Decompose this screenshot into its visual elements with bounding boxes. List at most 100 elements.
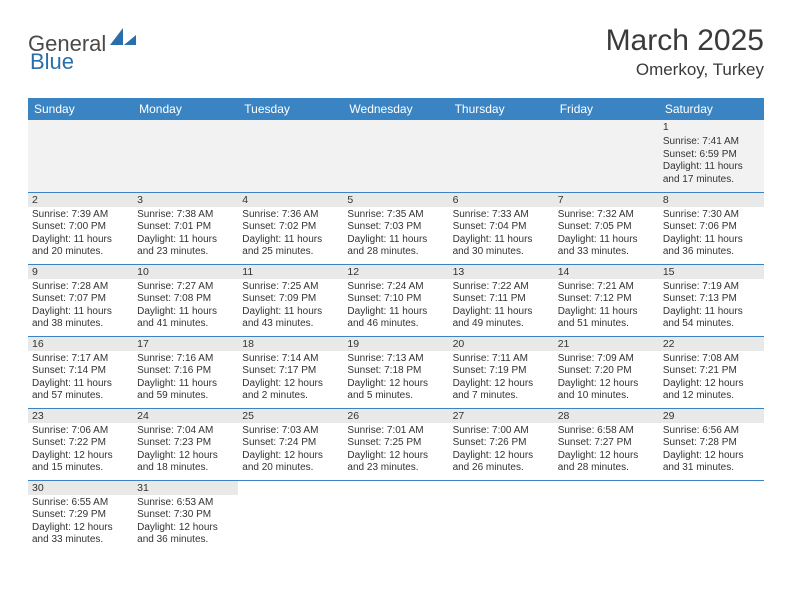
daylight-text: Daylight: 11 hours and 36 minutes.: [663, 234, 760, 259]
sunrise-text: Sunrise: 7:38 AM: [137, 209, 234, 222]
sunset-text: Sunset: 7:06 PM: [663, 221, 760, 234]
day-number: 3: [133, 193, 238, 207]
day-details: Sunrise: 7:03 AMSunset: 7:24 PMDaylight:…: [238, 423, 343, 479]
daylight-text: Daylight: 12 hours and 36 minutes.: [137, 522, 234, 547]
calendar-day-cell: 15Sunrise: 7:19 AMSunset: 7:13 PMDayligh…: [659, 264, 764, 336]
calendar-day-cell: 3Sunrise: 7:38 AMSunset: 7:01 PMDaylight…: [133, 192, 238, 264]
daylight-text: Daylight: 11 hours and 54 minutes.: [663, 306, 760, 331]
sunrise-text: Sunrise: 7:09 AM: [558, 353, 655, 366]
day-number: 13: [449, 265, 554, 279]
sunrise-text: Sunrise: 7:35 AM: [347, 209, 444, 222]
sunrise-text: Sunrise: 7:39 AM: [32, 209, 129, 222]
day-details: Sunrise: 7:25 AMSunset: 7:09 PMDaylight:…: [238, 279, 343, 335]
calendar-head: SundayMondayTuesdayWednesdayThursdayFrid…: [28, 98, 764, 120]
calendar-day-cell: 13Sunrise: 7:22 AMSunset: 7:11 PMDayligh…: [449, 264, 554, 336]
sunrise-text: Sunrise: 7:06 AM: [32, 425, 129, 438]
calendar-day-cell: [343, 120, 448, 192]
weekday-header: Wednesday: [343, 98, 448, 120]
day-number: 16: [28, 337, 133, 351]
sunrise-text: Sunrise: 7:41 AM: [663, 136, 760, 149]
calendar-day-cell: [238, 120, 343, 192]
title-block: March 2025 Omerkoy, Turkey: [606, 24, 764, 80]
day-details: Sunrise: 7:22 AMSunset: 7:11 PMDaylight:…: [449, 279, 554, 335]
sunrise-text: Sunrise: 7:08 AM: [663, 353, 760, 366]
day-number: 29: [659, 409, 764, 423]
sunset-text: Sunset: 7:20 PM: [558, 365, 655, 378]
sunset-text: Sunset: 7:21 PM: [663, 365, 760, 378]
calendar-day-cell: 31Sunrise: 6:53 AMSunset: 7:30 PMDayligh…: [133, 480, 238, 552]
daylight-text: Daylight: 11 hours and 41 minutes.: [137, 306, 234, 331]
sunset-text: Sunset: 7:29 PM: [32, 509, 129, 522]
sunrise-text: Sunrise: 7:25 AM: [242, 281, 339, 294]
day-number: 24: [133, 409, 238, 423]
daylight-text: Daylight: 12 hours and 23 minutes.: [347, 450, 444, 475]
day-details: Sunrise: 7:33 AMSunset: 7:04 PMDaylight:…: [449, 207, 554, 263]
day-details: Sunrise: 6:56 AMSunset: 7:28 PMDaylight:…: [659, 423, 764, 479]
calendar-day-cell: 9Sunrise: 7:28 AMSunset: 7:07 PMDaylight…: [28, 264, 133, 336]
sunrise-text: Sunrise: 7:17 AM: [32, 353, 129, 366]
day-number: 1: [659, 120, 764, 134]
day-number: 4: [238, 193, 343, 207]
sunset-text: Sunset: 7:25 PM: [347, 437, 444, 450]
sunset-text: Sunset: 7:09 PM: [242, 293, 339, 306]
calendar-week-row: 16 Sunrise: 7:17 AMSunset: 7:14 PM Dayligh…: [28, 336, 764, 408]
sunset-text: Sunset: 7:12 PM: [558, 293, 655, 306]
day-number: 31: [133, 481, 238, 495]
day-details: Sunrise: 7:35 AMSunset: 7:03 PMDaylight:…: [343, 207, 448, 263]
sunset-text: Sunset: 7:14 PM: [32, 365, 129, 378]
day-details: Sunrise: 7:01 AMSunset: 7:25 PMDaylight:…: [343, 423, 448, 479]
sunrise-text: Sunrise: 7:11 AM: [453, 353, 550, 366]
calendar-day-cell: 26Sunrise: 7:01 AMSunset: 7:25 PMDayligh…: [343, 408, 448, 480]
calendar-day-cell: 20Sunrise: 7:11 AMSunset: 7:19 PMDayligh…: [449, 336, 554, 408]
sunset-text: Sunset: 7:24 PM: [242, 437, 339, 450]
calendar-day-cell: 2Sunrise: 7:39 AMSunset: 7:00 PMDaylight…: [28, 192, 133, 264]
day-number: 6: [449, 193, 554, 207]
day-details: Sunrise: 6:55 AMSunset: 7:29 PMDaylight:…: [28, 495, 133, 551]
day-number: 21: [554, 337, 659, 351]
day-number: 30: [28, 481, 133, 495]
brand-sail-icon: [110, 28, 136, 51]
calendar-day-cell: 30Sunrise: 6:55 AMSunset: 7:29 PMDayligh…: [28, 480, 133, 552]
sunrise-text: Sunrise: 6:56 AM: [663, 425, 760, 438]
day-number: 2: [28, 193, 133, 207]
sunrise-text: Sunrise: 7:36 AM: [242, 209, 339, 222]
day-details: Sunrise: 7:09 AMSunset: 7:20 PMDaylight:…: [554, 351, 659, 407]
daylight-text: Daylight: 11 hours and 43 minutes.: [242, 306, 339, 331]
day-number: 7: [554, 193, 659, 207]
calendar-day-cell: [238, 480, 343, 552]
day-details: Sunrise: 7:28 AMSunset: 7:07 PMDaylight:…: [28, 279, 133, 335]
daylight-text: Daylight: 11 hours and 25 minutes.: [242, 234, 339, 259]
calendar-week-row: 1Sunrise: 7:41 AMSunset: 6:59 PMDaylight…: [28, 120, 764, 192]
sunset-text: Sunset: 7:19 PM: [453, 365, 550, 378]
calendar-day-cell: 7Sunrise: 7:32 AMSunset: 7:05 PMDaylight…: [554, 192, 659, 264]
sunset-text: Sunset: 7:26 PM: [453, 437, 550, 450]
calendar-table: SundayMondayTuesdayWednesdayThursdayFrid…: [28, 98, 764, 552]
day-number: 11: [238, 265, 343, 279]
calendar-day-cell: 10Sunrise: 7:27 AMSunset: 7:08 PMDayligh…: [133, 264, 238, 336]
sunset-text: Sunset: 7:27 PM: [558, 437, 655, 450]
day-number: 10: [133, 265, 238, 279]
day-number: 18: [238, 337, 343, 351]
daylight-text: Daylight: 12 hours and 18 minutes.: [137, 450, 234, 475]
daylight-text: Daylight: 11 hours and 20 minutes.: [32, 234, 129, 259]
calendar-body: 1Sunrise: 7:41 AMSunset: 6:59 PMDaylight…: [28, 120, 764, 552]
location-label: Omerkoy, Turkey: [606, 60, 764, 80]
calendar-day-cell: [133, 120, 238, 192]
day-details: Sunrise: 7:14 AMSunset: 7:17 PMDaylight:…: [238, 351, 343, 407]
sunset-text: Sunset: 7:04 PM: [453, 221, 550, 234]
day-details: Sunrise: 7:41 AMSunset: 6:59 PMDaylight:…: [659, 134, 764, 190]
daylight-text: Daylight: 11 hours and 59 minutes.: [137, 378, 234, 403]
weekday-header: Thursday: [449, 98, 554, 120]
day-details: Sunrise: 7:00 AMSunset: 7:26 PMDaylight:…: [449, 423, 554, 479]
brand-text-2-wrap: Blue: [30, 49, 74, 75]
sunset-text: Sunset: 7:23 PM: [137, 437, 234, 450]
sunset-text: Sunset: 7:08 PM: [137, 293, 234, 306]
page-header: General March 2025 Omerkoy, Turkey: [28, 24, 764, 80]
day-number: 23: [28, 409, 133, 423]
day-details: Sunrise: 7:30 AMSunset: 7:06 PMDaylight:…: [659, 207, 764, 263]
daylight-text: Daylight: 11 hours and 23 minutes.: [137, 234, 234, 259]
calendar-day-cell: 24Sunrise: 7:04 AMSunset: 7:23 PMDayligh…: [133, 408, 238, 480]
calendar-day-cell: 4Sunrise: 7:36 AMSunset: 7:02 PMDaylight…: [238, 192, 343, 264]
sunset-text: Sunset: 6:59 PM: [663, 149, 760, 162]
day-details: Sunrise: 7:11 AMSunset: 7:19 PMDaylight:…: [449, 351, 554, 407]
